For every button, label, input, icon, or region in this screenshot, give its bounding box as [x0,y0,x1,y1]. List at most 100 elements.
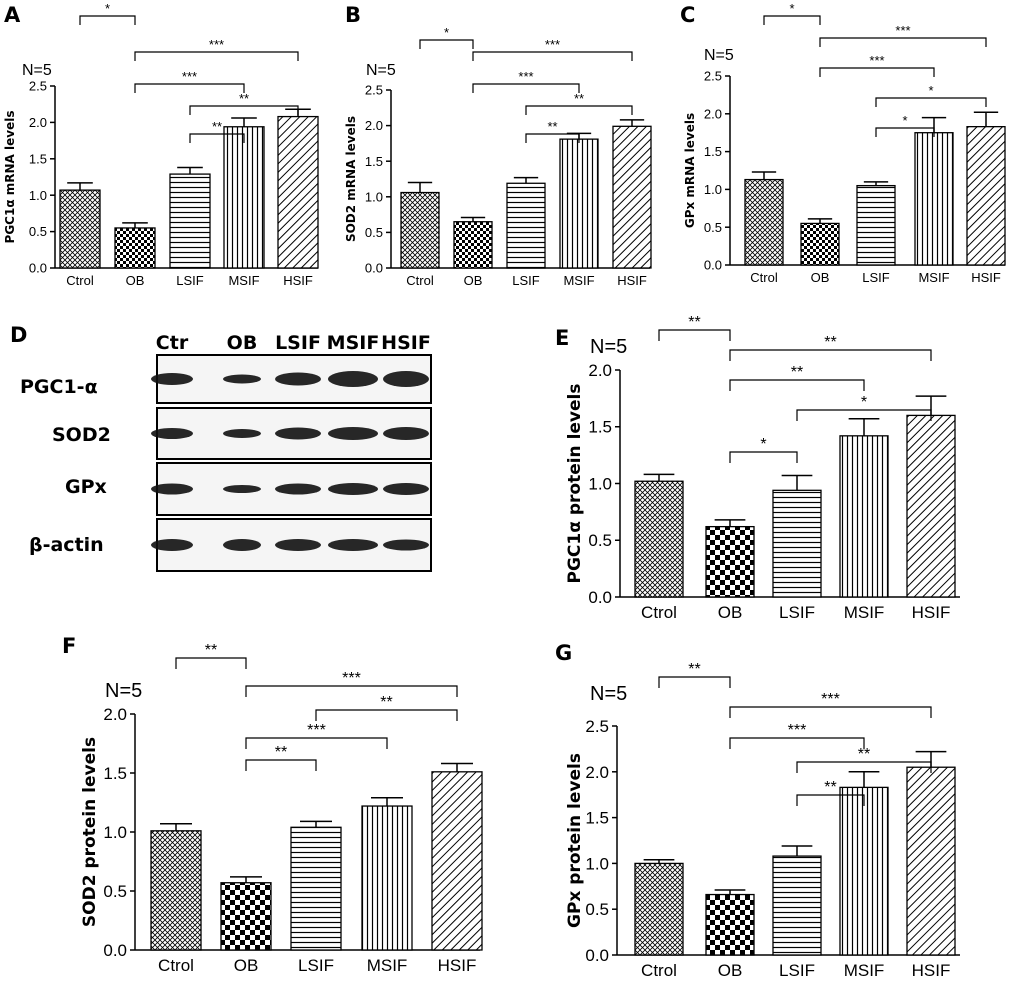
significance-bracket [658,676,731,688]
x-tick-label: LSIF [512,273,540,288]
y-tick-label: 0.5 [103,882,127,901]
blot-band [328,483,378,495]
significance-label: * [789,1,794,16]
bar-hsif [612,125,652,269]
significance-label: * [902,113,907,128]
significance-bracket [796,409,932,421]
blot-band [223,374,261,384]
significance-label: ** [824,334,836,351]
y-tick-label: 1.5 [704,144,722,159]
y-tick-label: 0.5 [365,225,383,240]
y-tick-label: 1.5 [365,154,383,169]
panel-letter: G [555,641,572,665]
panel-a-mrna-pgc1a-chart: A N=5 0.0 0.5 1.0 1.5 2.0 2.5 PGC1α mRNA levels C… [3,0,319,288]
blot-row-label: β-actin [29,534,104,556]
bar-hsif [906,414,956,598]
x-tick-label: MSIF [228,273,259,288]
significance-bracket [472,51,633,61]
bar-msif [361,805,413,951]
significance-bracket [525,133,580,143]
x-tick-label: OB [718,961,743,980]
x-tick-label: HSIF [438,956,477,975]
significance-bracket [134,83,245,93]
y-tick-label: 1.0 [29,188,47,203]
significance-label: ** [205,642,217,659]
x-tick-label: MSIF [563,273,594,288]
x-tick-label: MSIF [918,270,949,285]
bar-msif [839,786,889,956]
x-tick-label: OB [126,273,145,288]
y-axis-label: SOD2 mRNA levels [344,116,358,242]
significance-label: ** [791,364,803,381]
significance-bracket [79,15,136,25]
significance-label: ** [212,119,222,134]
significance-label: *** [307,722,326,739]
blot-band [383,427,429,440]
x-tick-label: LSIF [779,603,815,622]
blot-row-label: SOD2 [52,424,111,446]
panel-letter-d: D [10,323,27,347]
bar-ob [800,222,840,266]
bar-msif [839,435,889,598]
significance-label: *** [788,722,807,739]
significance-label: ** [547,119,557,134]
significance-label: ** [275,744,287,761]
y-tick-label: 0.0 [704,258,722,273]
y-tick-label: 2.5 [704,69,722,84]
bar-lsif [506,182,546,269]
panel-letter: F [62,634,76,658]
y-axis-label: PGC1α mRNA levels [3,111,17,244]
blot-band [223,429,261,438]
y-tick-label: 0.5 [585,900,609,919]
blot-lane-label: HSIF [381,332,431,354]
significance-bracket [175,657,247,669]
significance-bracket [525,105,633,115]
blot-band [275,427,321,440]
sample-size-label: N=5 [366,62,396,79]
significance-bracket [729,451,798,463]
significance-label: *** [869,53,884,68]
blot-band [328,539,378,551]
x-tick-label: HSIF [617,273,647,288]
panel-b-mrna-sod2-chart: B N=5 0.0 0.5 1.0 1.5 2.0 2.5 SOD2 mRNA levels Ct… [344,0,652,288]
x-tick-label: OB [811,270,830,285]
y-tick-label: 2.0 [29,115,47,130]
y-tick-label: 0.0 [365,261,383,276]
significance-bracket [819,37,987,47]
bar-ctrol [634,862,684,956]
y-tick-label: 1.5 [588,418,612,437]
blot-lane-label: LSIF [275,332,321,354]
panel-letter: B [345,3,361,27]
y-tick-label: 2.0 [365,118,383,133]
bar-msif [914,132,954,266]
blot-band [151,428,193,439]
x-tick-label: MSIF [844,961,885,980]
significance-bracket [796,794,865,806]
significance-bracket [819,67,935,77]
significance-label: *** [895,23,910,38]
y-axis-label: GPx mRNA levels [683,113,697,228]
x-tick-label: Ctrol [641,603,677,622]
blot-band [383,539,429,551]
bar-ctrol [634,480,684,598]
blot-row-label: PGC1-α [20,376,98,398]
x-tick-label: Ctrol [641,961,677,980]
significance-bracket [245,737,388,749]
bar-ob [220,882,272,951]
sample-size-label: N=5 [22,62,52,79]
bar-hsif [906,766,956,956]
bar-ctrol [400,191,440,269]
x-tick-label: HSIF [971,270,1001,285]
significance-bracket [796,761,932,773]
significance-label: *** [182,69,197,84]
bar-ctrol [150,830,202,951]
y-tick-label: 2.0 [704,106,722,121]
sample-size-label: N=5 [590,336,627,358]
significance-bracket [419,39,474,49]
western-blot-panel: D Ctr OB LSIF MSIF HSIF PGC1-α SOD2 GPx … [10,323,432,572]
y-tick-label: 2.5 [29,79,47,94]
significance-bracket [729,737,865,749]
